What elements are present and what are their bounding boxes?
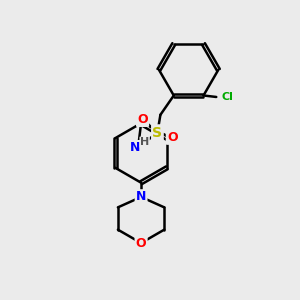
Text: O: O	[167, 130, 178, 144]
Text: H: H	[140, 137, 149, 147]
Text: Cl: Cl	[221, 92, 233, 102]
Text: O: O	[136, 236, 146, 250]
Text: O: O	[137, 113, 148, 126]
Text: N: N	[136, 190, 146, 203]
Text: N: N	[130, 141, 140, 154]
Text: S: S	[152, 126, 162, 140]
